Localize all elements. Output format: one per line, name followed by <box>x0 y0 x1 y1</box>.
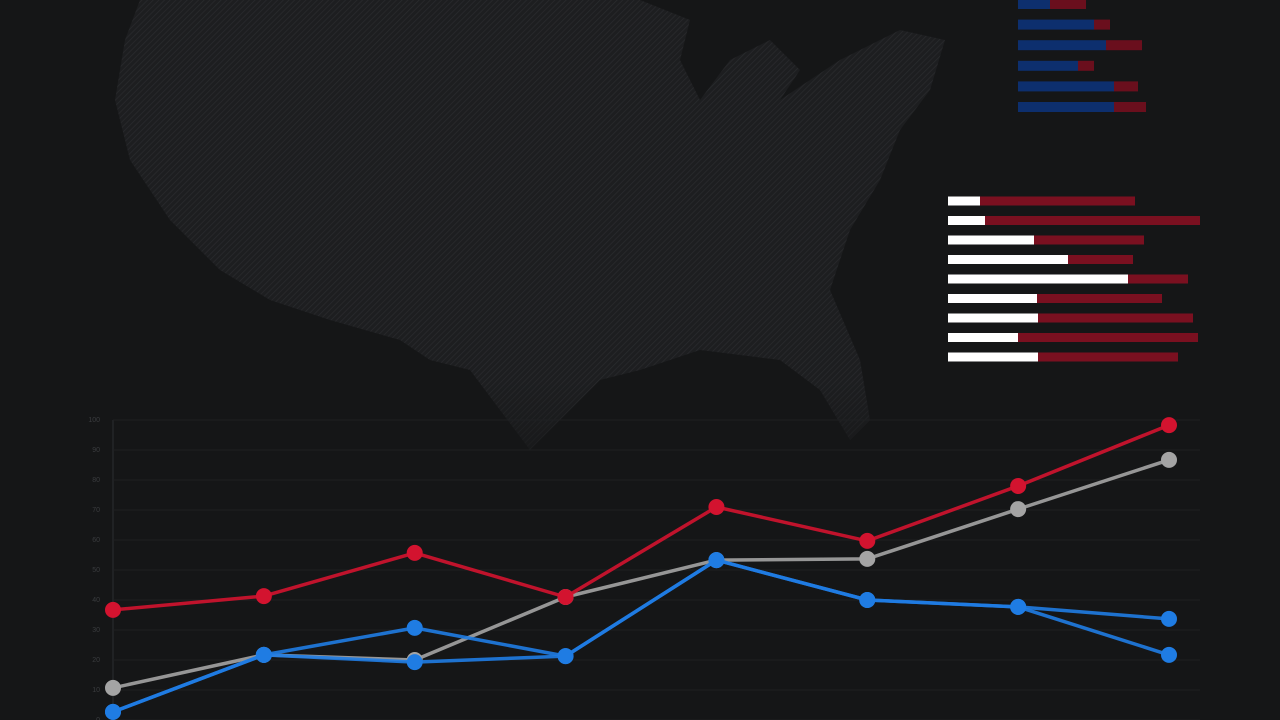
y-tick-label: 40 <box>92 597 100 604</box>
bar-segment <box>980 196 1135 206</box>
y-tick-label: 30 <box>92 627 100 634</box>
data-point <box>105 703 121 720</box>
bar-segment <box>1114 81 1138 92</box>
y-tick-label: 10 <box>92 687 100 694</box>
data-point <box>859 532 876 549</box>
us-map <box>115 0 945 450</box>
bar-segment <box>948 216 985 225</box>
y-tick-label: 100 <box>88 417 100 424</box>
data-point <box>406 619 423 636</box>
y-tick-label: 20 <box>92 657 100 664</box>
data-point <box>1010 598 1027 615</box>
series-line <box>112 558 1170 714</box>
bar-segment <box>1068 255 1133 264</box>
bar-segment <box>948 235 1034 245</box>
bar-segment <box>948 294 1037 303</box>
series-line <box>112 423 1170 612</box>
data-point <box>557 648 574 665</box>
data-point <box>557 589 574 605</box>
bar-segment <box>1078 60 1094 71</box>
bar-segment <box>1018 40 1106 51</box>
data-point <box>1010 478 1027 494</box>
bar-segment <box>948 274 1128 284</box>
bar-segment <box>1114 102 1146 112</box>
bar-segment <box>948 352 1038 362</box>
map-fade <box>0 380 1280 500</box>
bar-segment <box>1018 19 1094 30</box>
bar-segment <box>1037 294 1162 303</box>
bar-segment <box>1018 102 1114 112</box>
data-point <box>255 646 272 663</box>
data-point <box>255 588 272 605</box>
bar-segment <box>1128 274 1188 284</box>
bar-segment <box>985 216 1200 225</box>
bar-segment <box>948 255 1068 264</box>
bar-segment <box>948 333 1018 342</box>
y-tick-label: 90 <box>92 447 100 454</box>
data-point <box>1161 451 1177 468</box>
y-tick-label: 60 <box>92 537 100 544</box>
y-tick-label: 0 <box>96 717 100 720</box>
data-point <box>1161 417 1177 434</box>
bar-segment <box>948 313 1038 323</box>
y-tick-label: 70 <box>92 507 100 514</box>
data-point <box>105 601 121 618</box>
data-point <box>105 679 121 696</box>
data-point <box>1161 646 1177 663</box>
bar-segment <box>1050 0 1086 9</box>
series-line <box>112 558 1170 714</box>
data-point <box>406 654 423 671</box>
data-point <box>1010 501 1027 518</box>
bar-segment <box>1038 352 1178 362</box>
data-point <box>708 552 725 569</box>
data-point <box>859 550 876 567</box>
y-tick-label: 80 <box>92 477 100 484</box>
bar-segment <box>1018 0 1050 9</box>
bar-segment <box>1038 313 1193 323</box>
bar-segment <box>1094 19 1110 30</box>
bar-segment <box>1018 333 1198 342</box>
data-point <box>708 499 725 515</box>
bar-segment <box>1106 40 1142 51</box>
data-point <box>406 544 423 561</box>
data-point <box>1161 610 1177 627</box>
bar-segment <box>1034 235 1144 245</box>
bar-segment <box>1018 60 1078 71</box>
bar-segment <box>948 196 980 206</box>
data-point <box>859 592 876 608</box>
y-tick-label: 50 <box>92 567 100 574</box>
bar-segment <box>1018 81 1114 92</box>
